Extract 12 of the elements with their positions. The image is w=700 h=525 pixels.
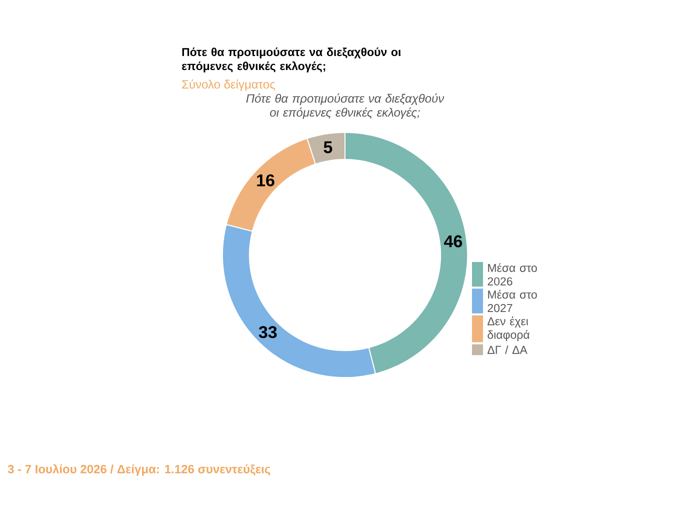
legend-label: Δεν έχει διαφορά [488,316,530,342]
data-label: 33 [258,326,277,338]
data-label: 46 [444,235,462,248]
data-label: 16 [257,174,274,186]
legend-label: Μέσα στο 2026 [488,263,537,286]
chart-subtitle: Σύνολο δείγματος [182,79,275,91]
legend-label: ΔΓ / ΔΑ [488,346,528,354]
text: Πότε θα προτιμούσατε να διεξαχθούν οι επόμενες εθνικές εκλογές; [246,94,444,120]
legend-label: Μέσα στο 2027 [488,290,537,312]
text: 3 - 7 Ιουλίου 2026 / Δείγμα: 1.126 συνεντεύξεις [8,464,270,476]
data-label: 5 [324,141,332,154]
chart-title: Πότε θα προτιμούσατε να διεξαχθούν οι επόμενες εθνικές εκλογές; [182,48,401,72]
